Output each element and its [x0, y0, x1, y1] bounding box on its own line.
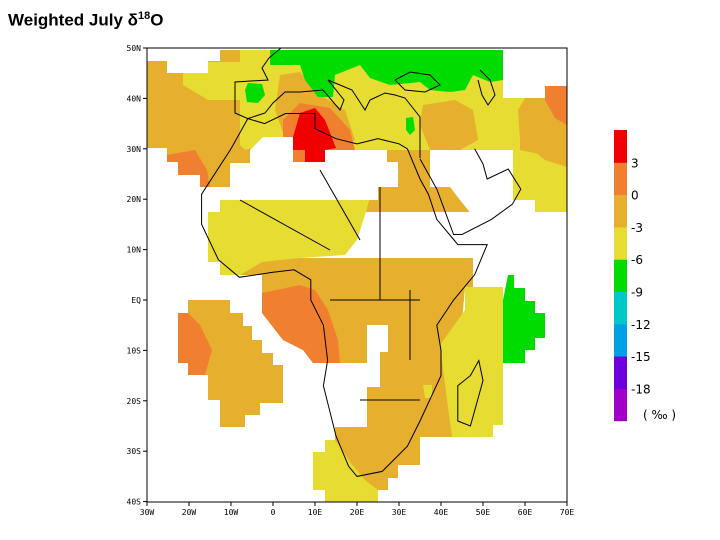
colorbar-swatch: [614, 323, 627, 357]
field-guinea-orange: [262, 285, 340, 363]
lon-tick-label: 10W: [224, 508, 239, 517]
lon-tick-label: 50E: [476, 508, 491, 517]
title-tail: O: [150, 10, 164, 30]
field-tunisia-red: [293, 108, 336, 162]
colorbar-label: 0: [631, 189, 639, 203]
lat-tick-label: 40S: [127, 498, 142, 507]
lat-tick-label: 10S: [127, 346, 142, 355]
field-sahel-yellow: [208, 187, 373, 275]
colorbar-label: -18: [631, 382, 651, 396]
caspian-coastline: [477, 69, 496, 106]
lat-tick-label: 30N: [127, 145, 142, 154]
border-line: [239, 199, 331, 251]
field-arabia-orange: [545, 86, 567, 125]
title-superscript: 18: [137, 10, 151, 22]
field-indian-green: [503, 275, 545, 363]
lat-tick-label: 30S: [127, 447, 142, 456]
field-europe-green: [270, 50, 503, 97]
colorbar-label: -9: [631, 286, 643, 300]
lat-tick-label: 40N: [127, 94, 142, 103]
colorbar-swatch: [614, 194, 627, 228]
field-spain-green: [245, 83, 265, 103]
colorbar-swatch: [614, 259, 627, 292]
map-fields: [147, 50, 567, 502]
black-sea-coastline: [394, 71, 441, 93]
field-malawi-yellow: [423, 385, 432, 398]
africa-coastline: [201, 113, 488, 477]
mask-missing: [147, 137, 398, 212]
figure-title: Weighted July δ18O: [8, 10, 163, 31]
lon-tick-label: 30E: [392, 508, 407, 517]
lon-tick-label: 10E: [308, 508, 323, 517]
lat-tick-label: 20S: [127, 397, 142, 406]
colorbar-label: 3: [631, 156, 639, 170]
field-nw-africa-orange: [167, 150, 210, 187]
field-levant-green: [406, 117, 415, 135]
lon-tick-label: 70E: [560, 508, 575, 517]
colorbar-label: -15: [631, 350, 651, 364]
lon-tick-label: 0: [271, 508, 276, 517]
title-text: Weighted July δ: [8, 10, 138, 30]
coastlines: [201, 47, 522, 477]
lon-tick-label: 30W: [140, 508, 155, 517]
field-atlantic-tan: [178, 300, 283, 427]
colorbar-swatch: [614, 130, 627, 163]
lat-tick-label: 20N: [127, 195, 142, 204]
colorbar-swatch: [614, 162, 627, 196]
lon-tick-label: 40E: [434, 508, 449, 517]
lat-tick-label: 10N: [127, 246, 142, 255]
lon-tick-label: 20E: [350, 508, 365, 517]
field-indian-yellow: [440, 287, 503, 437]
field-atlantic-orange: [178, 313, 212, 375]
colorbar-swatch: [614, 356, 627, 389]
colorbar-swatch: [614, 226, 627, 260]
mask-missing: [147, 50, 220, 73]
lon-tick-label: 20W: [182, 508, 197, 517]
europe-coastline: [234, 47, 421, 158]
field-south-yellow: [313, 440, 378, 502]
colorbar-swatch: [614, 388, 627, 422]
mask-missing: [430, 150, 567, 287]
border-line: [319, 169, 361, 241]
mask-missing: [323, 325, 388, 427]
colorbar-swatch: [614, 291, 627, 325]
colorbar-label: -6: [631, 253, 643, 267]
field-mideast-tan: [420, 100, 478, 150]
lat-tick-label: 50N: [127, 44, 142, 53]
colorbar-legend: 3 0 -3 -6 -9 -12 -15 -18 ( ‰ ): [614, 130, 676, 422]
colorbar-label: -12: [631, 318, 651, 332]
colorbar-unit: ( ‰ ): [643, 408, 676, 422]
madagascar-coastline: [457, 359, 484, 427]
colorbar-label: -3: [631, 221, 643, 235]
lat-tick-label: EQ: [131, 296, 141, 305]
lon-tick-label: 60E: [518, 508, 533, 517]
arabia-coastline: [419, 148, 522, 235]
